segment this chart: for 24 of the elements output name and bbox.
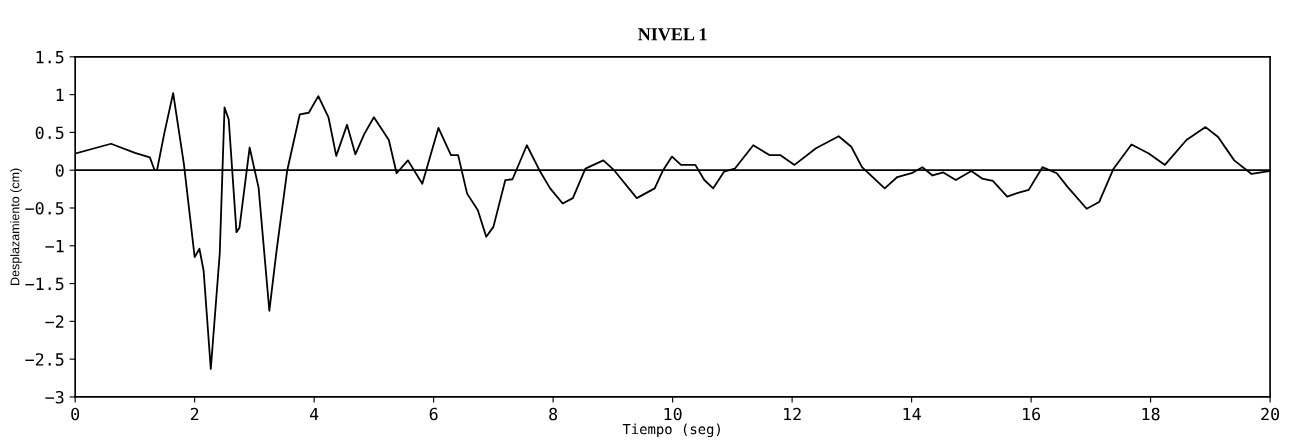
x-tick-label: 14 xyxy=(903,407,921,421)
x-tick-label: 10 xyxy=(664,407,682,421)
x-tick-label: 12 xyxy=(784,407,801,421)
x-tick-label: 6 xyxy=(429,407,438,421)
y-tick-label: 1.5 xyxy=(36,51,64,64)
y-tick-label: −2 xyxy=(45,315,64,328)
x-tick-label: 2 xyxy=(190,407,199,421)
x-tick-label: 0 xyxy=(71,407,80,421)
y-tick-label: −0.5 xyxy=(25,202,64,215)
x-axis-title: Tiempo (seg) xyxy=(622,423,720,438)
y-axis-title: Desplazamiento (cm) xyxy=(10,168,22,285)
y-tick-label: 0 xyxy=(55,164,64,177)
x-tick-label: 4 xyxy=(309,407,319,421)
x-tick-label: 16 xyxy=(1023,407,1041,421)
y-tick-label: −3 xyxy=(45,390,64,404)
y-tick-label: 0.5 xyxy=(35,126,64,140)
x-tick-label: 8 xyxy=(549,407,558,421)
y-tick-label: −2.5 xyxy=(25,353,64,366)
x-tick-label: 18 xyxy=(1142,407,1160,421)
x-tick-label: 20 xyxy=(1261,407,1280,421)
y-tick-label: −1 xyxy=(45,240,64,253)
chart-title: NIVEL 1 xyxy=(638,28,707,41)
y-tick-label: 1 xyxy=(56,88,64,101)
y-tick-label: −1.5 xyxy=(25,277,64,291)
